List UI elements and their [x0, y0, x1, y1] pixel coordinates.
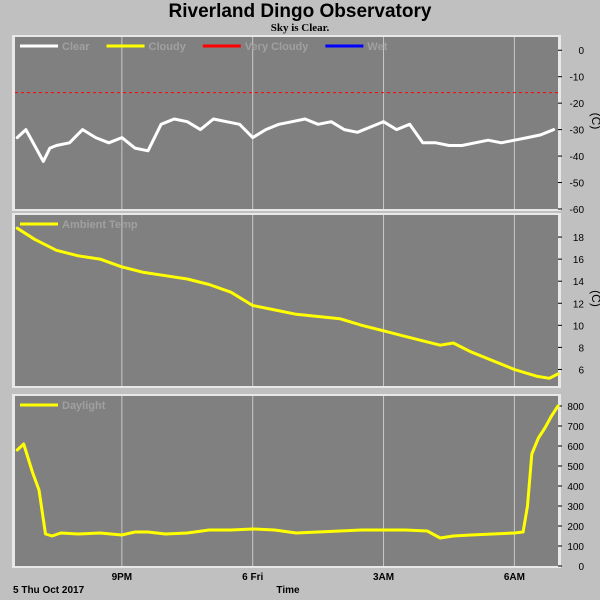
ambient-ytick-label: 18	[573, 233, 585, 244]
sky-unit-label: (C)	[589, 113, 600, 130]
x-axis-title: Time	[276, 585, 300, 596]
daylight-ytick-label: 200	[567, 522, 584, 533]
ambient-plot-area	[15, 215, 558, 386]
page-title: Riverland Dingo Observatory	[168, 1, 432, 22]
daylight-series-daylight	[15, 404, 560, 540]
daylight-ytick-label: 400	[567, 482, 584, 493]
x-tick-label: 9PM	[112, 572, 133, 583]
sky-legend-wet: Wet	[367, 41, 387, 53]
sky-ytick-label: -30	[570, 126, 585, 137]
daylight-ytick-label: 100	[567, 542, 584, 553]
ambient-ytick-label: 10	[573, 321, 585, 332]
daylight-legend-daylight: Daylight	[62, 400, 106, 412]
daylight-ytick-label: 500	[567, 462, 584, 473]
x-axis-start-date: 5 Thu Oct 2017	[13, 585, 85, 596]
sky-legend-cloudy: Cloudy	[149, 41, 187, 53]
sky-ytick-label: -60	[570, 205, 585, 216]
sky-ytick-label: -40	[570, 152, 585, 163]
sky-legend-very-cloudy: Very Cloudy	[245, 41, 309, 53]
daylight-ytick-label: 300	[567, 502, 584, 513]
sky-ytick-label: -20	[570, 99, 585, 110]
daylight-ytick-label: 800	[567, 402, 584, 413]
sky-legend-clear: Clear	[62, 41, 90, 53]
x-tick-label: 3AM	[373, 572, 394, 583]
sky-series-clear	[15, 117, 556, 163]
ambient-ytick-label: 6	[578, 365, 584, 376]
sky-ytick-label: 0	[578, 46, 584, 57]
x-tick-label: 6 Fri	[242, 572, 263, 583]
daylight-plot-area	[15, 396, 558, 566]
ambient-legend-ambient-temp: Ambient Temp	[62, 219, 138, 231]
sky-status-subtitle: Sky is Clear.	[270, 22, 330, 34]
daylight-ytick-label: 600	[567, 442, 584, 453]
x-tick-label: 6AM	[504, 572, 525, 583]
ambient-series-ambient-temp	[15, 226, 560, 380]
daylight-ytick-label: 0	[578, 562, 584, 573]
ambient-ytick-label: 8	[578, 343, 584, 354]
sky-ytick-label: -10	[570, 73, 585, 84]
ambient-unit-label: (C)	[589, 290, 600, 307]
ambient-ytick-label: 14	[573, 277, 585, 288]
ambient-ytick-label: 16	[573, 255, 585, 266]
sky-ytick-label: -50	[570, 179, 585, 190]
ambient-ytick-label: 12	[573, 299, 585, 310]
daylight-ytick-label: 700	[567, 422, 584, 433]
